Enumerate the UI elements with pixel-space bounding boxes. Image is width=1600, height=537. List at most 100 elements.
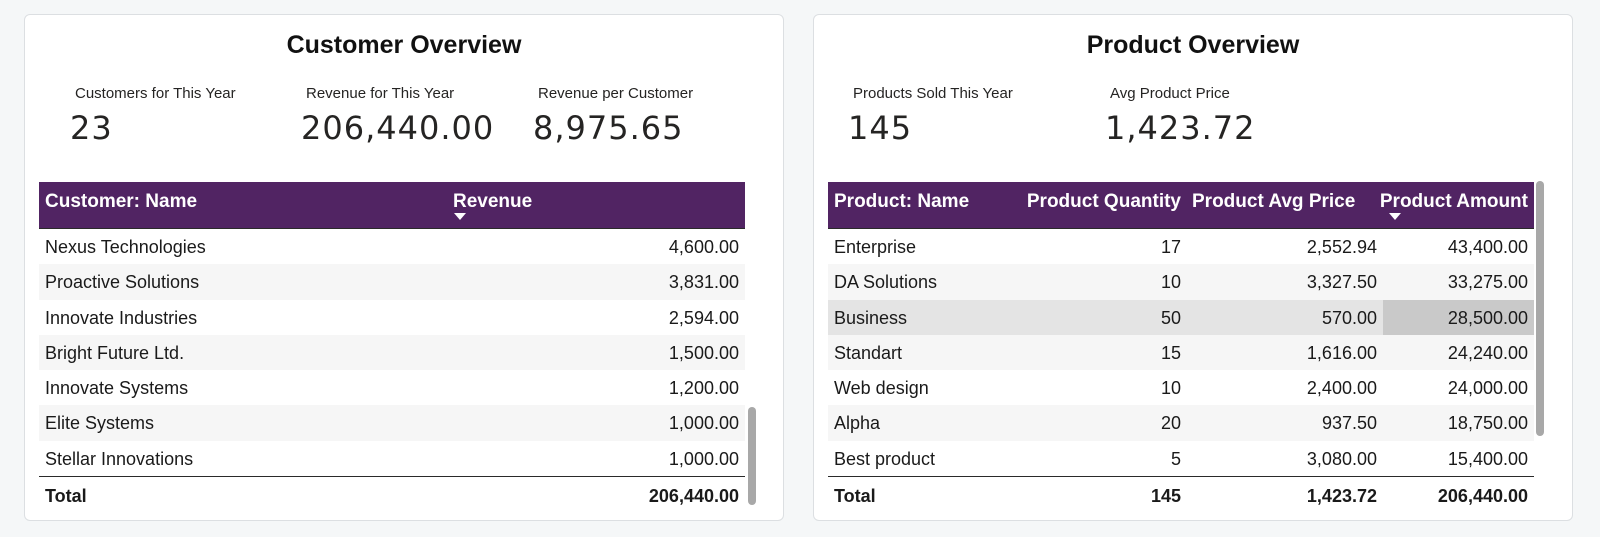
kpi-customers-value: 23 (70, 109, 113, 147)
table-row[interactable]: Innovate Industries 2,594.00 (39, 300, 745, 335)
column-header-revenue[interactable]: Revenue (453, 191, 533, 212)
sort-desc-icon[interactable] (1389, 213, 1401, 220)
table-row[interactable]: Standart 15 1,616.00 24,240.00 (828, 334, 1534, 371)
product-table-header: Product: Name Product Quantity Product A… (828, 182, 1534, 229)
kpi-products-sold-value: 145 (848, 109, 913, 147)
revenue-cell: 1,000.00 (668, 413, 739, 434)
kpi-products-sold-label: Products Sold This Year (853, 85, 1013, 102)
product-overview-card: Product Overview Products Sold This Year… (813, 14, 1573, 521)
table-row[interactable]: Stellar Innovations 1,000.00 (39, 441, 745, 476)
table-row[interactable]: Web design 10 2,400.00 24,000.00 (828, 370, 1534, 405)
product-name-cell: Standart (834, 342, 903, 363)
kpi-revenue: Revenue for This Year 206,440.00 (301, 85, 494, 147)
product-amount-cell: 24,000.00 (1447, 378, 1528, 399)
product-quantity-cell: 17 (1160, 237, 1181, 257)
product-name-cell: Enterprise (834, 237, 917, 257)
column-header-product-quantity[interactable]: Product Quantity (1026, 191, 1181, 212)
table-row[interactable]: Bright Future Ltd. 1,500.00 (39, 334, 745, 371)
column-header-product-avg-price[interactable]: Product Avg Price (1192, 191, 1356, 212)
revenue-cell: 2,594.00 (668, 307, 739, 328)
product-avg-price-cell: 3,080.00 (1306, 448, 1377, 469)
kpi-products-sold: Products Sold This Year 145 (848, 85, 1013, 147)
product-table: Product: Name Product Quantity Product A… (828, 182, 1534, 514)
revenue-cell: 1,500.00 (668, 342, 739, 363)
kpi-customers-label: Customers for This Year (75, 85, 236, 102)
product-amount-cell: 24,240.00 (1447, 342, 1528, 363)
selected-cell-highlight (1383, 299, 1534, 335)
table-row[interactable]: Nexus Technologies 4,600.00 (39, 229, 745, 264)
column-header-product-name[interactable]: Product: Name (834, 191, 970, 212)
product-avg-price-cell: 2,400.00 (1306, 378, 1377, 399)
column-header-customer-name[interactable]: Customer: Name (45, 191, 198, 212)
table-row[interactable]: Innovate Systems 1,200.00 (39, 370, 745, 405)
revenue-cell: 1,200.00 (668, 378, 739, 399)
customer-name-cell: Bright Future Ltd. (45, 342, 185, 363)
product-quantity-cell: 5 (1170, 448, 1181, 469)
total-label: Total (45, 486, 87, 507)
revenue-cell: 4,600.00 (668, 237, 739, 257)
customer-overview-card: Customer Overview Customers for This Yea… (24, 14, 784, 521)
product-quantity-cell: 10 (1160, 378, 1181, 399)
product-amount-cell: 15,400.00 (1447, 448, 1528, 469)
kpi-avg-product-price-label: Avg Product Price (1110, 85, 1230, 102)
product-name-cell: Alpha (834, 413, 881, 434)
product-avg-price-cell: 3,327.50 (1306, 272, 1377, 293)
kpi-revenue-per-customer-value: 8,975.65 (533, 109, 684, 147)
product-quantity-cell: 20 (1160, 413, 1181, 434)
product-amount-cell: 43,400.00 (1447, 237, 1528, 257)
table-row[interactable]: Business 50 570.00 28,500.00 (828, 299, 1534, 335)
total-label: Total (834, 486, 876, 507)
total-avg-price: 1,423.72 (1306, 486, 1377, 507)
total-revenue: 206,440.00 (648, 486, 739, 507)
kpi-revenue-per-customer: Revenue per Customer 8,975.65 (533, 85, 693, 147)
customer-name-cell: Stellar Innovations (45, 448, 194, 469)
table-row[interactable]: Elite Systems 1,000.00 (39, 405, 745, 441)
customer-table-scrollbar-thumb[interactable] (748, 407, 756, 505)
customer-table-body: Nexus Technologies 4,600.00 Proactive Solu… (39, 229, 745, 476)
product-table-scrollbar-thumb[interactable] (1536, 181, 1544, 436)
product-avg-price-cell: 570.00 (1321, 307, 1377, 328)
customer-name-cell: Innovate Systems (45, 378, 189, 399)
kpi-revenue-label: Revenue for This Year (306, 85, 455, 102)
customer-name-cell: Innovate Industries (45, 307, 198, 328)
product-name-cell: Business (834, 307, 908, 328)
table-row[interactable]: Best product 5 3,080.00 15,400.00 (828, 441, 1534, 476)
kpi-revenue-value: 206,440.00 (301, 109, 495, 147)
column-header-product-amount[interactable]: Product Amount (1379, 191, 1528, 212)
product-name-cell: Web design (834, 378, 929, 399)
product-overview-title: Product Overview (1086, 31, 1300, 59)
customer-table-scrollbar[interactable] (748, 229, 756, 521)
total-amount: 206,440.00 (1437, 486, 1528, 507)
kpi-customers: Customers for This Year 23 (70, 85, 236, 147)
table-row[interactable]: Proactive Solutions 3,831.00 (39, 264, 745, 300)
customer-table-header: Customer: Name Revenue (39, 182, 745, 229)
product-avg-price-cell: 1,616.00 (1306, 342, 1377, 363)
kpi-avg-product-price-value: 1,423.72 (1105, 109, 1256, 147)
product-name-cell: Best product (834, 448, 936, 469)
customer-name-cell: Nexus Technologies (45, 237, 206, 257)
product-table-total-row: Total 145 1,423.72 206,440.00 (828, 476, 1534, 514)
product-quantity-cell: 10 (1160, 272, 1181, 293)
product-avg-price-cell: 937.50 (1321, 413, 1377, 434)
product-amount-cell: 33,275.00 (1447, 272, 1528, 293)
customer-table-total-row: Total 206,440.00 (39, 476, 745, 514)
customer-name-cell: Elite Systems (45, 413, 155, 434)
customer-name-cell: Proactive Solutions (45, 272, 200, 293)
product-name-cell: DA Solutions (834, 272, 938, 293)
product-quantity-cell: 15 (1160, 342, 1181, 363)
product-amount-cell: 18,750.00 (1447, 413, 1528, 434)
product-avg-price-cell: 2,552.94 (1306, 237, 1377, 257)
kpi-revenue-per-customer-label: Revenue per Customer (538, 85, 694, 102)
total-quantity: 145 (1150, 486, 1181, 507)
product-quantity-cell: 50 (1160, 307, 1181, 328)
sort-desc-icon[interactable] (454, 213, 466, 220)
product-table-body: Enterprise 17 2,552.94 43,400.00 DA Solution… (828, 229, 1534, 476)
customer-table: Customer: Name Revenue Nexus Technologie… (39, 182, 745, 514)
customer-overview-title: Customer Overview (286, 31, 522, 59)
revenue-cell: 3,831.00 (668, 272, 739, 293)
product-table-scrollbar[interactable] (1536, 181, 1544, 473)
table-row[interactable]: Enterprise 17 2,552.94 43,400.00 (828, 229, 1534, 264)
kpi-avg-product-price: Avg Product Price 1,423.72 (1105, 85, 1256, 147)
table-row[interactable]: DA Solutions 10 3,327.50 33,275.00 (828, 264, 1534, 300)
table-row[interactable]: Alpha 20 937.50 18,750.00 (828, 405, 1534, 441)
